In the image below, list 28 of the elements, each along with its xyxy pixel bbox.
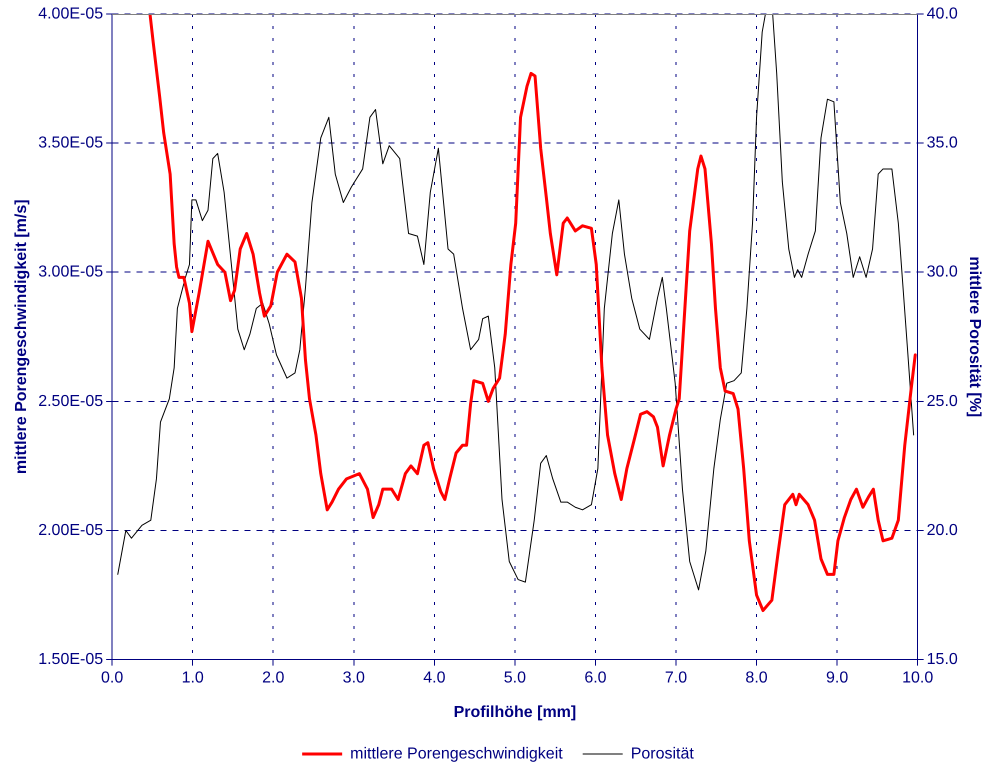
x-tick-label: 0.0 <box>101 670 124 687</box>
x-tick-label: 10.0 <box>902 670 934 687</box>
y2-tick-label: 30.0 <box>926 264 958 281</box>
y-tick-label: 4.00E-05 <box>38 5 104 22</box>
x-tick-label: 4.0 <box>423 670 446 687</box>
x-tick-label: 2.0 <box>262 670 284 687</box>
x-tick-label: 6.0 <box>584 670 607 687</box>
x-tick-label: 3.0 <box>342 670 366 687</box>
y2-tick-label: 15.0 <box>926 651 958 668</box>
x-tick-label: 8.0 <box>745 670 768 687</box>
x-tick-label: 1.0 <box>182 670 204 687</box>
y-tick-label: 3.00E-05 <box>38 264 104 281</box>
x-tick-label: 9.0 <box>826 670 848 687</box>
y2-tick-label: 20.0 <box>926 522 958 539</box>
x-tick-label: 7.0 <box>664 670 688 687</box>
y2-tick-label: 40.0 <box>926 5 958 22</box>
legend-label: mittlere Porengeschwindigkeit <box>350 745 564 762</box>
y-tick-label: 3.50E-05 <box>38 134 104 152</box>
legend-label: Porosität <box>630 745 694 762</box>
y-tick-label: 2.00E-05 <box>38 522 104 539</box>
y-tick-label: 1.50E-05 <box>38 651 104 668</box>
y2-axis-title: mittlere Porosität [%] <box>966 256 983 418</box>
x-axis-title: Profilhöhe [mm] <box>454 704 576 721</box>
y2-tick-label: 25.0 <box>926 392 958 410</box>
x-tick-label: 5.0 <box>504 670 526 687</box>
y-tick-label: 2.50E-05 <box>38 392 104 410</box>
y2-tick-label: 35.0 <box>926 134 958 152</box>
y-axis-title: mittlere Porengeschwindigkeit [m/s] <box>13 199 30 474</box>
